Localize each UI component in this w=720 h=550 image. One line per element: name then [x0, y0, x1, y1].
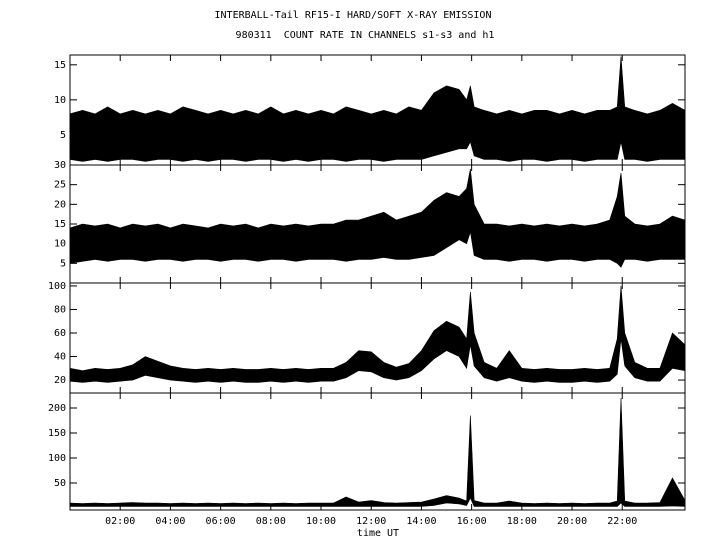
y-tick-label: 10 — [54, 239, 66, 250]
y-tick-label: 15 — [54, 60, 66, 71]
y-tick-label: 80 — [54, 304, 66, 315]
y-tick-label: 50 — [54, 478, 66, 489]
chart-subtitle: 980311 COUNT RATE IN CHANNELS s1-s3 and … — [236, 30, 495, 41]
x-tick-label: 14:00 — [406, 516, 436, 527]
x-tick-label: 22:00 — [607, 516, 637, 527]
panel-frame — [69, 392, 686, 511]
x-tick-label: 06:00 — [206, 516, 236, 527]
y-tick-label: 150 — [48, 428, 66, 439]
x-tick-label: 18:00 — [507, 516, 537, 527]
y-tick-label: 5 — [60, 258, 66, 269]
y-tick-label: 10 — [54, 95, 66, 106]
x-tick-label: 16:00 — [457, 516, 487, 527]
count-rate-band — [70, 397, 685, 507]
y-tick-label: 20 — [54, 375, 66, 386]
y-tick-label: 40 — [54, 352, 66, 363]
y-tick-label: 200 — [48, 403, 66, 414]
y-tick-label: 60 — [54, 328, 66, 339]
count-rate-band — [70, 168, 685, 268]
y-tick-label: 100 — [48, 453, 66, 464]
y-tick-label: 100 — [48, 281, 66, 292]
chart-title: INTERBALL-Tail RF15-I HARD/SOFT X-RAY EM… — [215, 10, 492, 21]
x-tick-label: 10:00 — [306, 516, 336, 527]
count-rate-band — [70, 56, 685, 162]
x-tick-label: 02:00 — [105, 516, 135, 527]
y-tick-label: 5 — [60, 130, 66, 141]
count-rate-band — [70, 285, 685, 383]
y-tick-label: 30 — [54, 160, 66, 171]
x-axis-label: time UT — [357, 528, 399, 539]
y-tick-label: 20 — [54, 199, 66, 210]
x-tick-label: 04:00 — [155, 516, 185, 527]
x-tick-label: 20:00 — [557, 516, 587, 527]
y-tick-label: 15 — [54, 219, 66, 230]
y-tick-label: 25 — [54, 180, 66, 191]
x-tick-label: 12:00 — [356, 516, 386, 527]
x-tick-label: 08:00 — [256, 516, 286, 527]
